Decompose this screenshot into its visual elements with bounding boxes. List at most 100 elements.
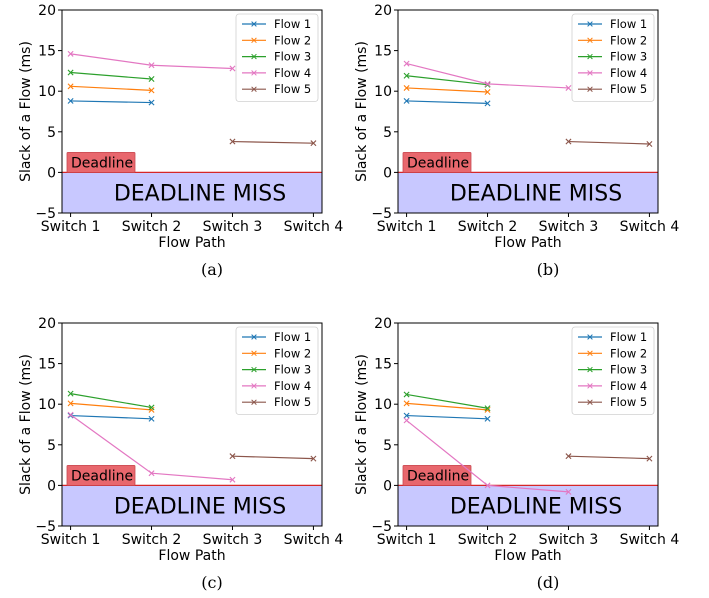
deadline-label-box bbox=[402, 464, 472, 486]
legend-marker-1 bbox=[251, 37, 257, 44]
data-point-0-1 bbox=[148, 99, 155, 106]
plot-frame bbox=[397, 322, 659, 527]
y-tick-label-1: 0 bbox=[47, 478, 56, 494]
chart-panel-2: DEADLINE MISS Deadline −5 0 5 10 15 20 Switch 1 S… bbox=[18, 316, 343, 592]
legend-label-4: Flow 5 bbox=[610, 395, 647, 409]
panel-caption: (b) bbox=[537, 260, 560, 279]
legend-label-4: Flow 5 bbox=[274, 82, 311, 96]
x-axis-label: Flow Path bbox=[158, 235, 225, 251]
data-point-1-1 bbox=[484, 89, 491, 96]
legend-box bbox=[235, 326, 319, 415]
data-point-0-0 bbox=[67, 412, 74, 419]
deadline-miss-label: DEADLINE MISS bbox=[114, 495, 286, 520]
data-point-2-0 bbox=[403, 72, 410, 79]
x-tick-label-2: Switch 3 bbox=[539, 532, 599, 548]
data-point-4-1 bbox=[310, 455, 317, 462]
y-tick-label-4: 15 bbox=[38, 44, 56, 60]
data-point-0-0 bbox=[67, 97, 74, 104]
deadline-label-box bbox=[402, 151, 472, 173]
legend-box bbox=[571, 13, 655, 102]
series-line-3 bbox=[70, 53, 233, 70]
plot-frame bbox=[61, 322, 323, 527]
data-point-2-0 bbox=[403, 391, 410, 398]
data-point-1-0 bbox=[403, 84, 410, 91]
legend-marker-2 bbox=[251, 366, 257, 373]
data-point-3-1 bbox=[484, 80, 491, 87]
series-line-1 bbox=[70, 402, 152, 411]
legend-marker-1 bbox=[251, 350, 257, 357]
data-point-4-1 bbox=[646, 455, 653, 462]
legend-marker-3 bbox=[251, 70, 257, 76]
legend-marker-3 bbox=[587, 383, 593, 389]
y-tick-label-3: 10 bbox=[38, 397, 56, 413]
x-tick-label-0: Switch 1 bbox=[377, 532, 437, 548]
y-axis-label: Slack of a Flow (ms) bbox=[354, 354, 370, 495]
chart-panel-0: DEADLINE MISS Deadline −5 0 5 10 15 20 Switch 1 S… bbox=[18, 3, 343, 279]
x-axis-label: Flow Path bbox=[494, 548, 561, 564]
y-tick-label-4: 15 bbox=[374, 357, 392, 373]
data-point-3-2 bbox=[229, 65, 236, 72]
x-tick-label-0: Switch 1 bbox=[41, 532, 101, 548]
series-line-2 bbox=[70, 393, 152, 409]
data-point-1-0 bbox=[67, 400, 74, 407]
data-point-3-2 bbox=[565, 84, 572, 91]
legend-label-0: Flow 1 bbox=[274, 17, 311, 31]
series-line-4 bbox=[232, 455, 314, 460]
y-tick-label-3: 10 bbox=[374, 84, 392, 100]
series-line-1 bbox=[70, 85, 152, 91]
series-line-4 bbox=[232, 140, 314, 144]
legend-label-1: Flow 2 bbox=[610, 346, 647, 360]
legend-marker-3 bbox=[587, 70, 593, 76]
legend-marker-4 bbox=[251, 399, 257, 405]
series-line-2 bbox=[406, 393, 488, 409]
deadline-miss-region bbox=[62, 485, 322, 526]
deadline-miss-label: DEADLINE MISS bbox=[450, 495, 622, 520]
chart-panel-3: DEADLINE MISS Deadline −5 0 5 10 15 20 Switch 1 S… bbox=[354, 316, 679, 592]
y-tick-label-1: 0 bbox=[47, 165, 56, 181]
data-point-2-1 bbox=[148, 404, 155, 411]
legend-label-1: Flow 2 bbox=[274, 33, 311, 47]
y-tick-label-5: 20 bbox=[374, 316, 392, 332]
series-line-2 bbox=[406, 75, 488, 86]
series-line-1 bbox=[406, 402, 488, 411]
legend-marker-2 bbox=[587, 366, 593, 373]
y-tick-label-5: 20 bbox=[38, 316, 56, 332]
legend-box bbox=[235, 13, 319, 102]
x-tick-label-1: Switch 2 bbox=[458, 219, 518, 235]
legend-label-4: Flow 5 bbox=[274, 395, 311, 409]
deadline-miss-label: DEADLINE MISS bbox=[450, 182, 622, 207]
legend-box bbox=[571, 326, 655, 415]
panel-caption: (c) bbox=[201, 573, 222, 592]
data-point-0-1 bbox=[484, 415, 491, 422]
legend-marker-0 bbox=[251, 21, 257, 27]
deadline-label: Deadline bbox=[71, 468, 133, 484]
x-tick-label-3: Switch 4 bbox=[284, 532, 344, 548]
data-point-4-0 bbox=[565, 138, 572, 145]
deadline-label: Deadline bbox=[407, 468, 469, 484]
legend-label-1: Flow 2 bbox=[274, 346, 311, 360]
data-point-2-1 bbox=[484, 405, 491, 412]
deadline-label: Deadline bbox=[407, 155, 469, 171]
x-tick-label-2: Switch 3 bbox=[203, 532, 263, 548]
x-tick-label-0: Switch 1 bbox=[377, 219, 437, 235]
legend-label-2: Flow 3 bbox=[274, 50, 311, 64]
y-tick-label-4: 15 bbox=[374, 44, 392, 60]
x-tick-label-3: Switch 4 bbox=[620, 219, 680, 235]
x-tick-label-2: Switch 3 bbox=[539, 219, 599, 235]
deadline-label-box bbox=[66, 464, 136, 486]
panel-caption: (d) bbox=[537, 573, 560, 592]
data-point-3-0 bbox=[403, 417, 410, 424]
data-point-3-0 bbox=[67, 50, 74, 57]
y-tick-label-2: 5 bbox=[383, 438, 392, 454]
legend-marker-4 bbox=[251, 86, 257, 92]
panel-caption: (a) bbox=[201, 260, 223, 279]
legend-marker-0 bbox=[587, 21, 593, 27]
legend-label-0: Flow 1 bbox=[274, 330, 311, 344]
data-point-1-1 bbox=[148, 87, 155, 94]
series-line-4 bbox=[568, 455, 650, 460]
series-line-1 bbox=[406, 87, 488, 93]
y-tick-label-5: 20 bbox=[374, 3, 392, 19]
data-point-4-0 bbox=[565, 453, 572, 460]
legend-label-3: Flow 4 bbox=[274, 66, 311, 80]
